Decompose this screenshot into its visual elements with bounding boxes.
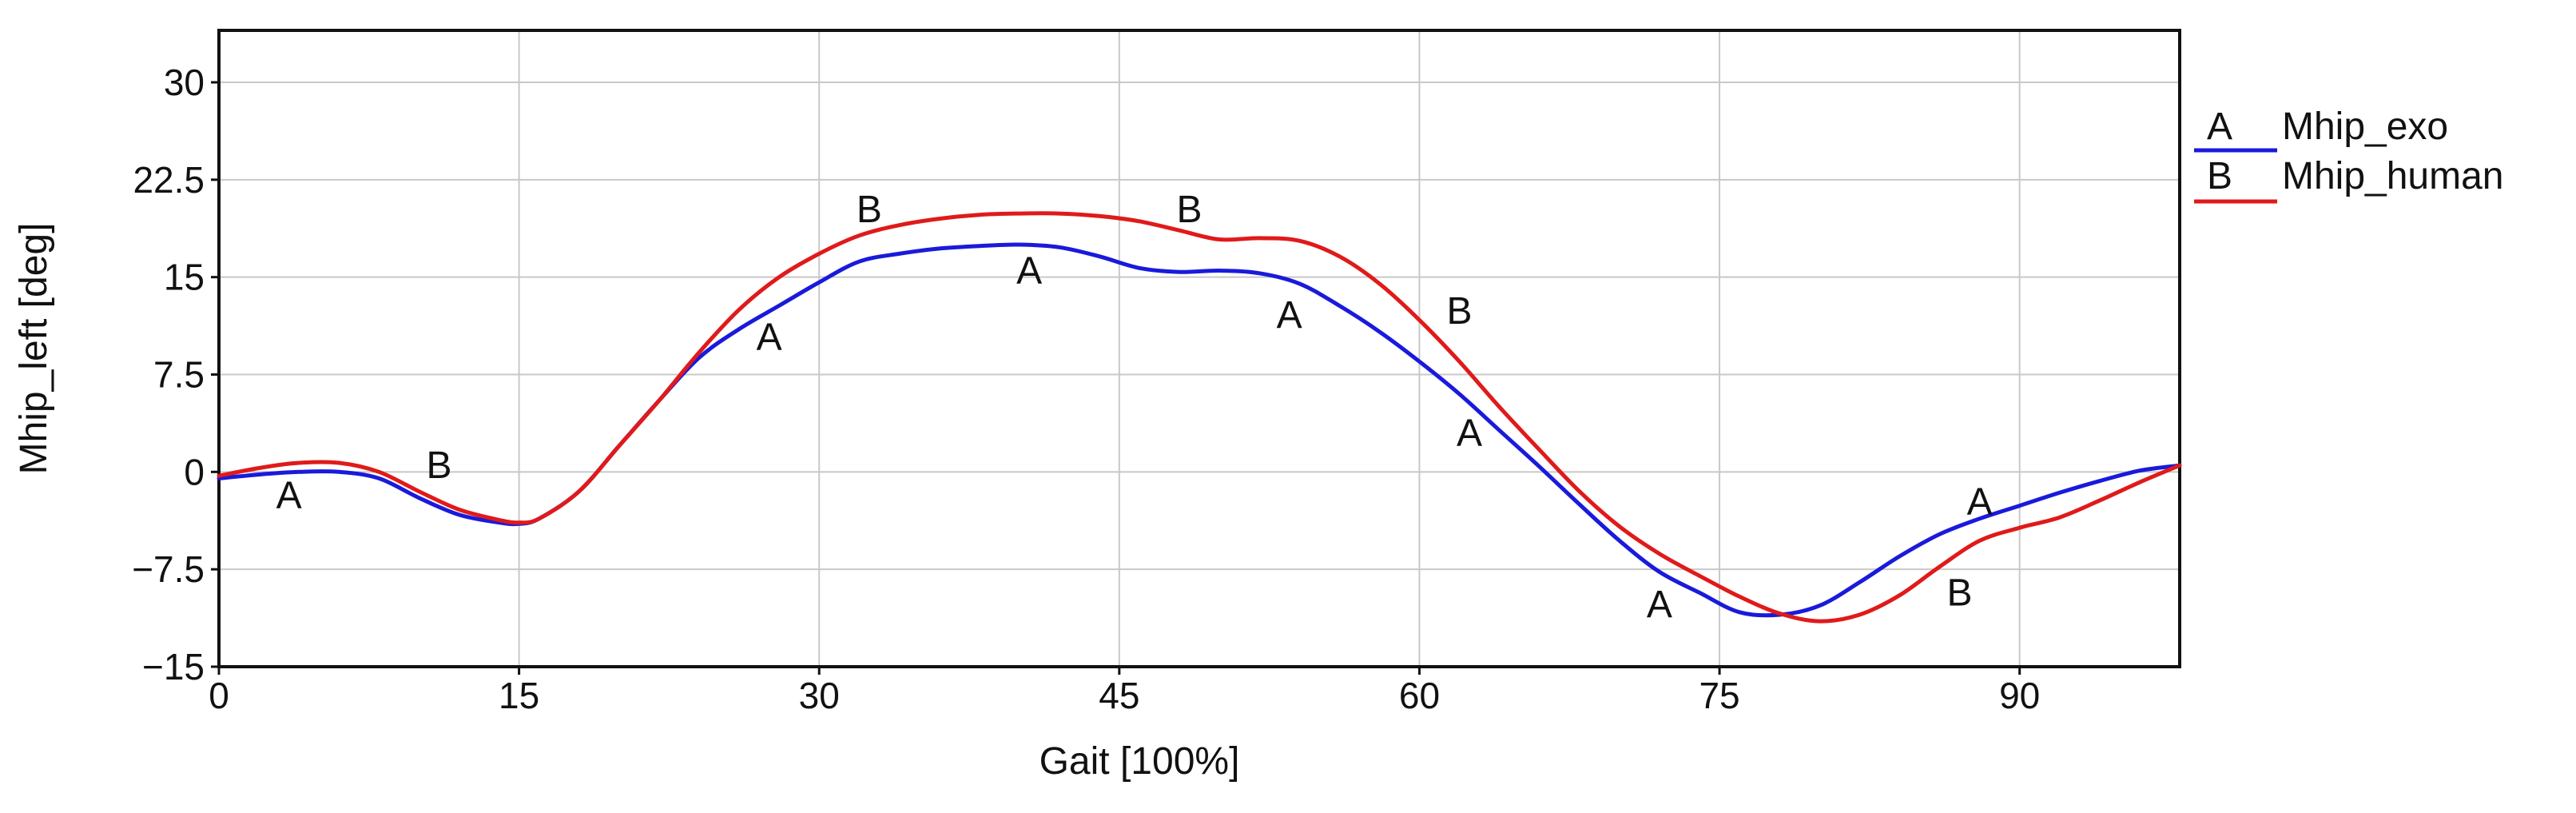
y-tick-label: 7.5 <box>153 353 205 395</box>
x-tick-label: 45 <box>1099 675 1139 716</box>
series-marker-a: A <box>1967 481 1993 524</box>
series-marker-a: A <box>1016 250 1042 293</box>
y-tick-label: 15 <box>164 257 205 298</box>
series-marker-a: A <box>1277 294 1302 337</box>
series-marker-b: B <box>1447 290 1473 333</box>
legend-marker-b: B <box>2207 155 2232 197</box>
series-marker-b: B <box>1947 572 1973 614</box>
series-marker-a: A <box>1647 584 1672 626</box>
y-axis-title: Mhip_left [deg] <box>13 223 55 475</box>
x-tick-label: 30 <box>799 675 840 716</box>
series-marker-a: A <box>276 475 302 517</box>
series-marker-a: A <box>757 316 782 358</box>
x-axis-title: Gait [100%] <box>1040 740 1240 783</box>
y-tick-label: 22.5 <box>133 159 205 201</box>
marker-labels: A A A A A A A B B B B B <box>276 189 1993 626</box>
x-tick-label: 90 <box>1999 675 2040 716</box>
series-layer <box>217 211 2182 624</box>
y-tick-label: −7.5 <box>132 548 205 590</box>
legend-label-exo: Mhip_exo <box>2282 106 2448 148</box>
y-tick-label: 0 <box>184 451 205 492</box>
x-tick-label: 60 <box>1399 675 1440 716</box>
gridlines <box>218 30 2180 668</box>
legend-marker-a: A <box>2207 106 2232 148</box>
x-tick-label: 75 <box>1699 675 1739 716</box>
x-tick-label: 15 <box>499 675 539 716</box>
x-tick-label: 0 <box>209 675 229 716</box>
legend-item-exo: A Mhip_exo <box>2194 106 2448 153</box>
y-axis-ticks: −15 −7.5 0 7.5 15 22.5 30 <box>132 62 219 687</box>
legend-label-human: Mhip_human <box>2282 155 2504 197</box>
legend-item-human: B Mhip_human <box>2194 155 2504 204</box>
series-marker-b: B <box>1176 189 1202 231</box>
series-marker-b: B <box>426 444 451 487</box>
series-line-human <box>217 211 2182 624</box>
legend: A Mhip_exo B Mhip_human <box>2194 106 2504 204</box>
x-axis-ticks: 0 15 30 45 60 75 90 <box>209 667 2040 716</box>
plot-frame <box>217 29 2181 668</box>
series-marker-a: A <box>1457 412 1482 455</box>
series-marker-b: B <box>857 189 882 231</box>
y-tick-label: −15 <box>142 646 205 687</box>
y-tick-label: 30 <box>164 62 205 103</box>
